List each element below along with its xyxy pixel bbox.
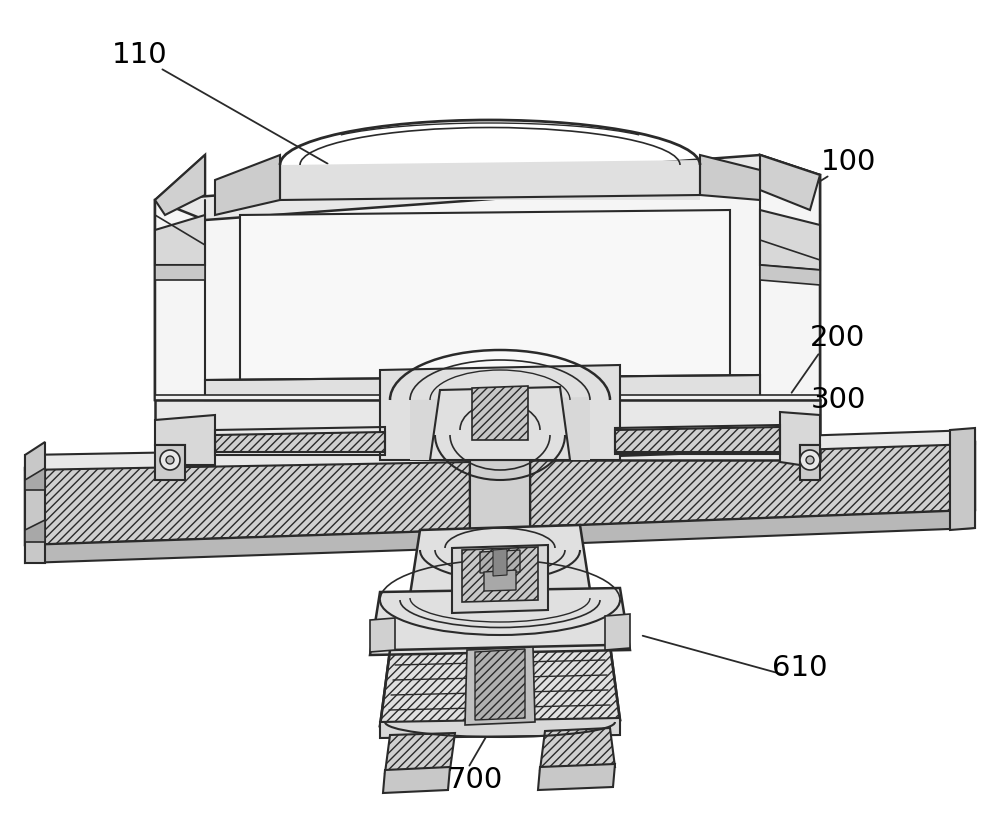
- Polygon shape: [760, 210, 820, 270]
- Polygon shape: [25, 520, 45, 542]
- Polygon shape: [155, 400, 820, 460]
- Polygon shape: [155, 265, 205, 280]
- Polygon shape: [155, 215, 205, 265]
- Polygon shape: [215, 432, 385, 452]
- Circle shape: [806, 456, 814, 464]
- Polygon shape: [410, 525, 590, 595]
- Polygon shape: [493, 549, 507, 576]
- Polygon shape: [615, 427, 780, 452]
- Polygon shape: [950, 428, 975, 530]
- Text: 110: 110: [112, 41, 168, 69]
- Text: 610: 610: [772, 654, 828, 682]
- Polygon shape: [25, 530, 470, 563]
- Polygon shape: [530, 510, 975, 545]
- Polygon shape: [380, 718, 620, 738]
- Polygon shape: [530, 430, 975, 459]
- Polygon shape: [155, 395, 820, 400]
- Polygon shape: [155, 155, 205, 400]
- Polygon shape: [472, 386, 528, 440]
- Polygon shape: [155, 175, 820, 400]
- Text: 200: 200: [810, 324, 866, 352]
- Polygon shape: [465, 647, 535, 725]
- Polygon shape: [540, 728, 615, 770]
- Polygon shape: [780, 412, 820, 465]
- Text: 100: 100: [820, 148, 876, 176]
- Polygon shape: [462, 547, 538, 602]
- Polygon shape: [760, 265, 820, 285]
- Polygon shape: [383, 767, 450, 793]
- Polygon shape: [410, 397, 590, 460]
- Polygon shape: [452, 545, 548, 613]
- Polygon shape: [430, 387, 570, 460]
- Polygon shape: [380, 365, 620, 460]
- Polygon shape: [380, 645, 620, 726]
- Polygon shape: [370, 618, 395, 652]
- Circle shape: [800, 450, 820, 470]
- Polygon shape: [475, 649, 525, 720]
- Polygon shape: [215, 155, 280, 215]
- Polygon shape: [760, 155, 820, 210]
- Polygon shape: [25, 460, 470, 545]
- Polygon shape: [605, 614, 630, 650]
- Polygon shape: [240, 210, 730, 390]
- Text: 700: 700: [447, 766, 503, 794]
- Polygon shape: [280, 160, 700, 200]
- Polygon shape: [25, 468, 45, 490]
- Polygon shape: [25, 442, 45, 563]
- Circle shape: [166, 456, 174, 464]
- Text: 300: 300: [810, 386, 866, 414]
- Polygon shape: [155, 445, 185, 480]
- Polygon shape: [385, 733, 455, 773]
- Circle shape: [160, 450, 180, 470]
- Polygon shape: [700, 155, 760, 200]
- Polygon shape: [370, 588, 630, 655]
- Polygon shape: [484, 570, 516, 591]
- Polygon shape: [205, 375, 760, 400]
- Polygon shape: [155, 415, 215, 465]
- Polygon shape: [480, 550, 520, 573]
- Polygon shape: [538, 764, 615, 790]
- Polygon shape: [470, 457, 530, 530]
- Polygon shape: [155, 155, 820, 220]
- Polygon shape: [25, 447, 470, 470]
- Polygon shape: [760, 155, 820, 400]
- Polygon shape: [155, 155, 205, 215]
- Polygon shape: [530, 442, 975, 527]
- Polygon shape: [800, 445, 820, 480]
